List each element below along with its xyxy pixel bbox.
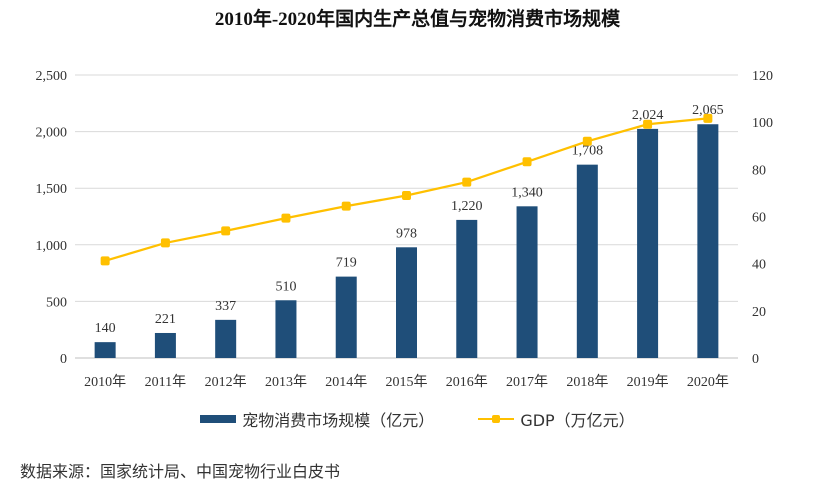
- chart-plot: 140 221 337 510 719 978 1,220 1,340 1,708 2,024 2,…: [36, 69, 774, 390]
- left-axis-tick-label: 2,500: [36, 69, 68, 84]
- gdp-point: [462, 177, 472, 187]
- bar-data-label: 140: [95, 321, 116, 336]
- legend-item-gdp[interactable]: GDP（万亿元）: [478, 407, 635, 431]
- legend-label-pet-market: 宠物消费市场规模（亿元）: [242, 411, 435, 430]
- bar: [335, 276, 357, 358]
- right-axis-ticks: 0 20 40 60 80 100 120: [752, 69, 773, 367]
- x-axis-tick-label: 2012年: [205, 374, 247, 390]
- bar-data-label: 2,065: [692, 103, 724, 118]
- gdp-point: [221, 226, 231, 236]
- bar-data-label: 719: [336, 256, 357, 271]
- legend-label-gdp: GDP（万亿元）: [520, 411, 635, 430]
- bar-data-label: 2,024: [632, 108, 664, 123]
- x-axis-tick-label: 2019年: [627, 374, 669, 390]
- gdp-point: [522, 157, 532, 167]
- bar-data-labels: 140 221 337 510 719 978 1,220 1,340 1,708 2,024 2,…: [95, 103, 724, 336]
- bar: [516, 206, 538, 358]
- right-axis-tick-label: 80: [752, 163, 766, 178]
- bar: [456, 219, 478, 358]
- gdp-point: [341, 201, 351, 211]
- left-axis-tick-label: 0: [60, 352, 67, 367]
- bar: [154, 332, 176, 358]
- right-axis-tick-label: 40: [752, 258, 766, 273]
- bar: [637, 128, 659, 358]
- legend: 宠物消费市场规模（亿元） GDP（万亿元）: [0, 407, 835, 431]
- legend-item-pet-market[interactable]: 宠物消费市场规模（亿元）: [200, 407, 434, 431]
- x-axis-tick-label: 2016年: [446, 374, 488, 390]
- x-axis-tick-label: 2018年: [566, 374, 608, 390]
- left-axis-tick-label: 1,500: [36, 182, 68, 197]
- left-axis-tick-label: 2,000: [36, 126, 68, 141]
- bar: [215, 319, 237, 358]
- x-axis-tick-label: 2011年: [145, 374, 186, 390]
- legend-line-swatch: [478, 414, 515, 424]
- bar-data-label: 510: [275, 279, 296, 294]
- gdp-point: [582, 136, 592, 146]
- gdp-line-series: [100, 113, 713, 266]
- left-axis-tick-label: 500: [46, 295, 67, 310]
- left-axis-ticks: 0 500 1,000 1,500 2,000 2,500: [36, 69, 68, 367]
- bar: [94, 342, 116, 358]
- gdp-point: [643, 119, 653, 129]
- chart-title: 2010年-2020年国内生产总值与宠物消费市场规模: [214, 9, 621, 30]
- right-axis-tick-label: 60: [752, 211, 766, 226]
- gdp-point: [160, 238, 170, 248]
- bar-data-label: 1,220: [451, 199, 483, 214]
- x-axis-tick-label: 2010年: [84, 374, 126, 390]
- x-axis-tick-label: 2014年: [325, 374, 367, 390]
- x-axis-ticks: 2010年 2011年 2012年 2013年 2014年 2015年 2016年 2017年…: [84, 374, 729, 390]
- bar-data-label: 221: [155, 312, 176, 327]
- right-axis-tick-label: 20: [752, 305, 766, 320]
- gdp-point: [703, 113, 713, 123]
- data-source-note: 数据来源：国家统计局、中国宠物行业白皮书: [20, 462, 341, 481]
- x-axis-tick-label: 2015年: [386, 374, 428, 390]
- gdp-point: [281, 213, 291, 223]
- x-axis-tick-label: 2020年: [687, 374, 729, 390]
- bar-data-label: 337: [215, 299, 236, 314]
- legend-bar-swatch: [200, 415, 237, 423]
- right-axis-tick-label: 120: [752, 69, 773, 84]
- left-axis-tick-label: 1,000: [36, 239, 68, 254]
- bar: [396, 247, 417, 358]
- bar-data-label: 1,708: [572, 144, 604, 159]
- bar: [275, 300, 297, 358]
- bar-data-label: 978: [396, 226, 417, 241]
- gdp-point: [100, 256, 110, 266]
- right-axis-tick-label: 100: [752, 116, 773, 131]
- gdp-point: [402, 191, 411, 201]
- bar: [576, 164, 598, 358]
- bar: [697, 124, 719, 358]
- bar-data-label: 1,340: [511, 185, 543, 200]
- x-axis-tick-label: 2013年: [265, 374, 307, 390]
- right-axis-tick-label: 0: [752, 352, 759, 367]
- x-axis-tick-label: 2017年: [506, 374, 548, 390]
- bar-series: [94, 124, 719, 358]
